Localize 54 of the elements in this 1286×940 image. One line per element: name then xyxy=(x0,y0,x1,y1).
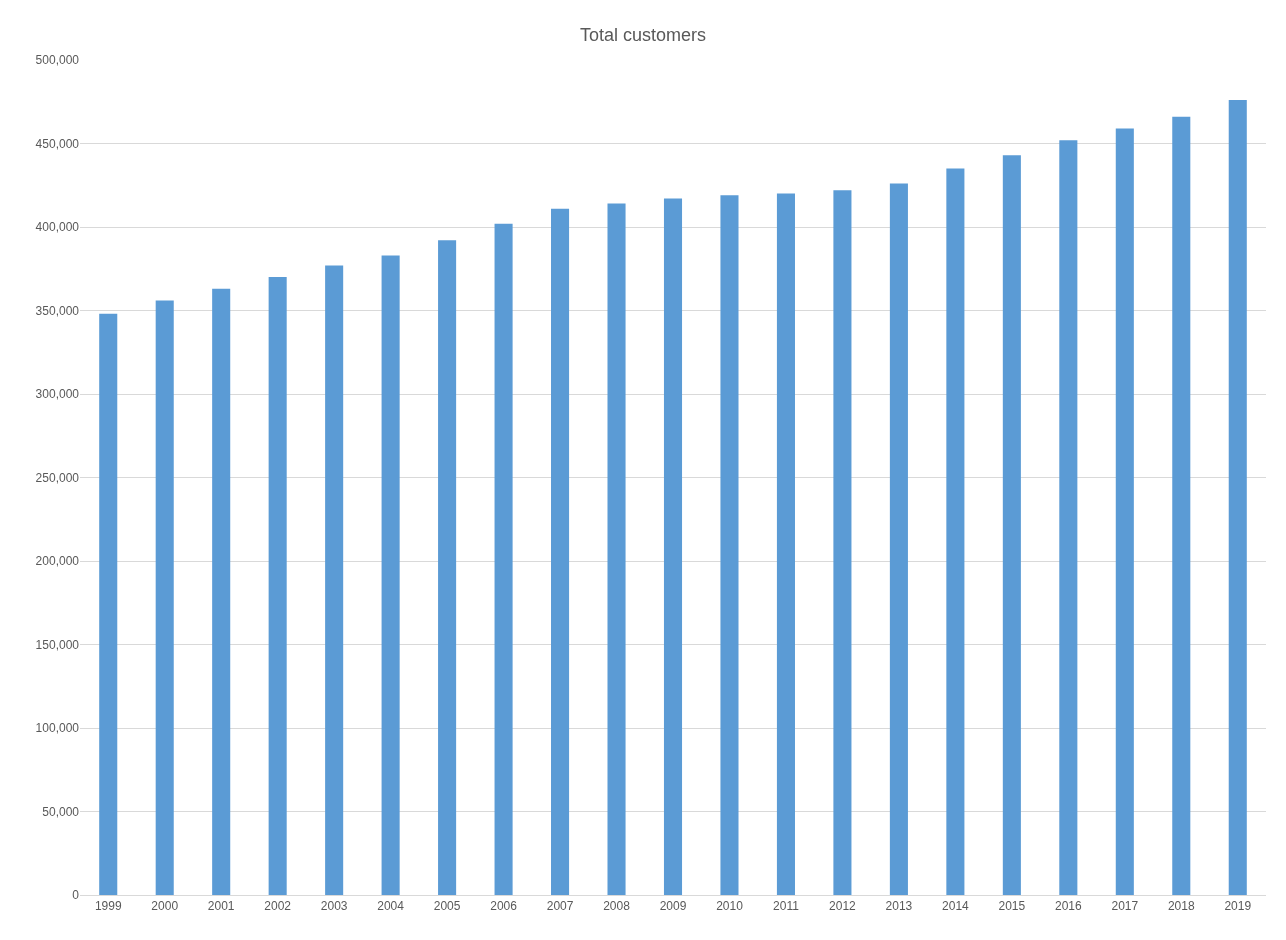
x-tick-label: 2007 xyxy=(546,899,574,914)
bar xyxy=(663,198,683,895)
bar xyxy=(155,300,174,895)
x-tick-label: 2006 xyxy=(490,899,518,914)
chart-title: Total customers xyxy=(579,24,707,45)
bar xyxy=(1115,128,1134,895)
x-tick-label: 2014 xyxy=(942,899,970,914)
bar xyxy=(1002,155,1021,895)
x-tick-label: 2016 xyxy=(1054,899,1082,914)
y-tick-label: 0 xyxy=(72,888,80,903)
x-tick-label: 2003 xyxy=(320,899,348,914)
bar xyxy=(1228,100,1247,895)
y-tick-label: 450,000 xyxy=(35,136,80,151)
x-tick-label: 2000 xyxy=(151,899,179,914)
bar xyxy=(325,265,344,895)
x-tick-label: 2002 xyxy=(264,899,292,914)
x-tick-label: 2008 xyxy=(603,899,631,914)
bar xyxy=(438,240,457,895)
bar xyxy=(776,193,795,895)
y-tick-label: 500,000 xyxy=(35,53,80,68)
x-tick-label: 2015 xyxy=(998,899,1026,914)
bar xyxy=(607,203,626,895)
bar xyxy=(833,190,852,895)
y-tick-label: 250,000 xyxy=(35,470,80,485)
bar xyxy=(99,313,118,895)
y-tick-label: 400,000 xyxy=(35,220,80,235)
x-tick-label: 2001 xyxy=(207,899,235,914)
bar xyxy=(268,277,287,895)
x-tick-label: 2019 xyxy=(1224,899,1252,914)
x-tick-label: 2013 xyxy=(885,899,913,914)
y-tick-label: 150,000 xyxy=(35,637,80,652)
x-tick-label: 2005 xyxy=(433,899,461,914)
y-tick-label: 100,000 xyxy=(35,721,80,736)
bar xyxy=(720,195,739,895)
bar xyxy=(889,183,908,895)
y-tick-label: 350,000 xyxy=(35,303,80,318)
x-tick-label: 2009 xyxy=(659,899,687,914)
x-tick-label: 2017 xyxy=(1111,899,1139,914)
x-tick-label: 2011 xyxy=(773,899,800,914)
x-tick-label: 1999 xyxy=(94,899,122,914)
x-tick-label: 2004 xyxy=(377,899,405,914)
bar xyxy=(1172,116,1191,895)
y-tick-label: 300,000 xyxy=(35,387,80,402)
bar xyxy=(946,168,965,895)
x-tick-label: 2012 xyxy=(829,899,857,914)
bar xyxy=(1059,140,1078,895)
bar xyxy=(381,255,400,895)
y-tick-label: 50,000 xyxy=(42,804,80,819)
x-tick-label: 2018 xyxy=(1167,899,1195,914)
bar xyxy=(494,223,513,895)
bar xyxy=(212,288,231,895)
y-tick-label: 200,000 xyxy=(35,554,80,569)
bar xyxy=(551,208,570,895)
x-tick-label: 2010 xyxy=(716,899,744,914)
